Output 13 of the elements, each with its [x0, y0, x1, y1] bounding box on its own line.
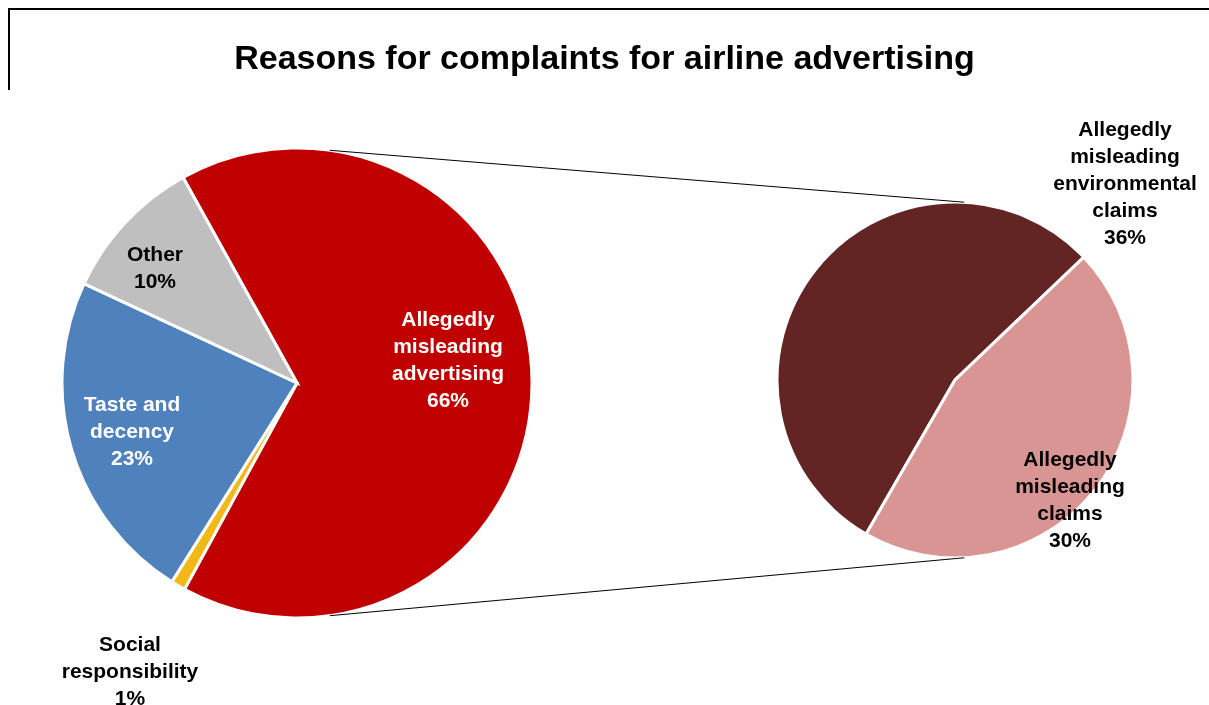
text: Reasons for complaints for airline advertising	[233, 38, 976, 77]
slice-label: Social responsibility	[61, 632, 199, 682]
slice-label: Other	[126, 242, 184, 265]
data-label: 36%	[1103, 225, 1147, 248]
slice-label: Taste and decency	[83, 392, 181, 442]
data-label: 66%	[426, 388, 470, 411]
data-label: 30%	[1048, 528, 1092, 551]
data-label: 23%	[110, 446, 154, 469]
slice-label: Allegedly misleading claims	[1015, 447, 1125, 524]
slice-label: Allegedly misleading environmental claims	[1053, 117, 1197, 221]
data-label: 10%	[133, 269, 177, 292]
slice-label: Allegedly misleading advertising	[391, 307, 505, 384]
data-label: 1%	[114, 686, 146, 705]
